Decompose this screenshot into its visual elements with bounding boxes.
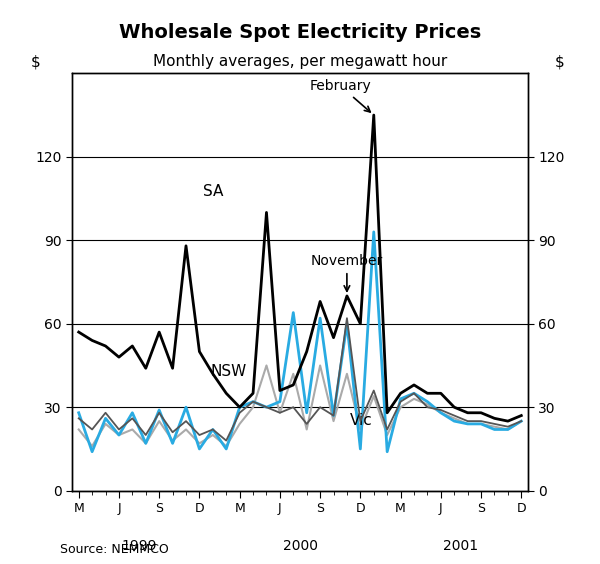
Text: February: February xyxy=(310,79,371,112)
Text: $: $ xyxy=(555,54,565,69)
Text: 1999: 1999 xyxy=(121,539,157,553)
Text: Vic: Vic xyxy=(350,413,373,428)
Text: SA: SA xyxy=(203,183,224,199)
Text: 2001: 2001 xyxy=(443,539,479,553)
Text: $: $ xyxy=(31,54,40,69)
Text: Wholesale Spot Electricity Prices: Wholesale Spot Electricity Prices xyxy=(119,23,481,42)
Text: Monthly averages, per megawatt hour: Monthly averages, per megawatt hour xyxy=(153,54,447,69)
Text: NSW: NSW xyxy=(210,364,247,380)
Text: Source: NEMMCO: Source: NEMMCO xyxy=(60,543,169,556)
Text: 2000: 2000 xyxy=(283,539,317,553)
Text: November: November xyxy=(311,254,383,291)
